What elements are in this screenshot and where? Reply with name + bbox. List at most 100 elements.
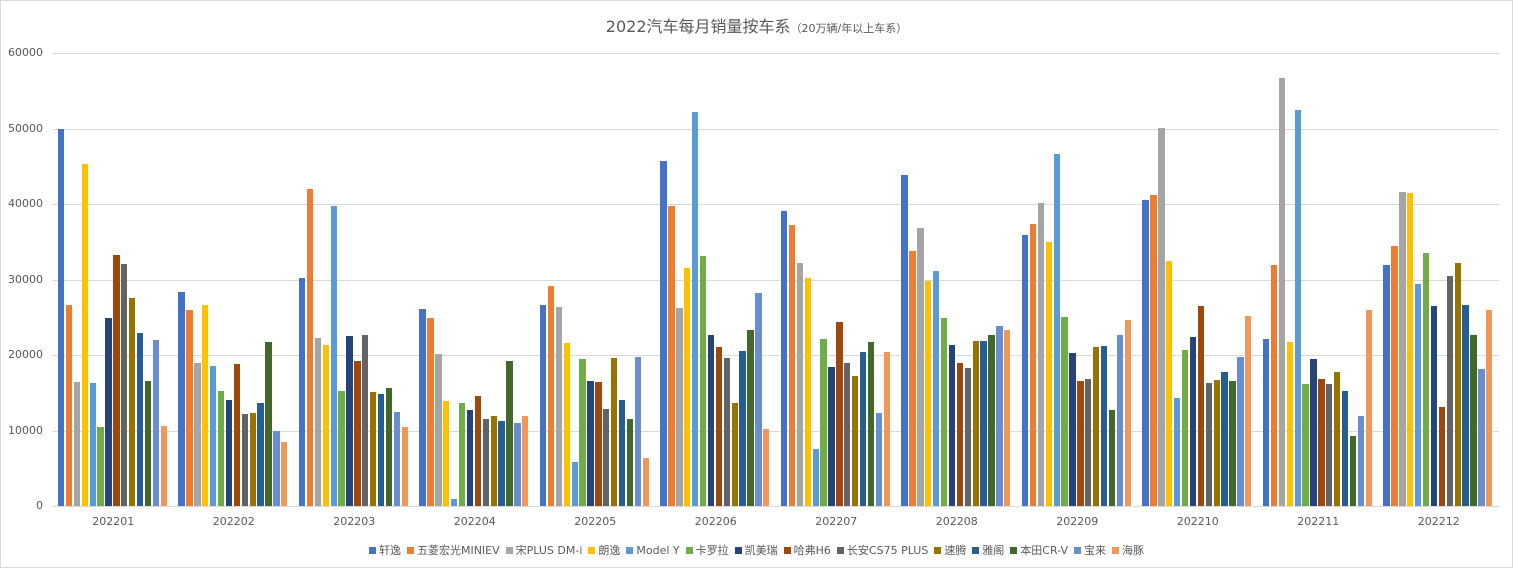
- bar: [385, 388, 393, 506]
- bar: [1245, 315, 1252, 506]
- legend-swatch-icon: [1112, 546, 1120, 554]
- bar: [579, 358, 586, 506]
- bar: [634, 357, 642, 506]
- bar: [217, 390, 225, 506]
- bar: [1142, 200, 1149, 506]
- bar: [1150, 194, 1157, 506]
- legend-swatch-icon: [505, 546, 513, 554]
- bar: [1326, 383, 1333, 506]
- bar: [1158, 127, 1165, 506]
- legend-item: 宝来: [1074, 542, 1106, 558]
- bar: [1286, 342, 1293, 506]
- legend-label: 海豚: [1122, 544, 1145, 557]
- bar: [883, 351, 890, 506]
- bar: [780, 210, 788, 506]
- bar: [257, 402, 264, 506]
- bar: [89, 382, 96, 506]
- bar: [1029, 224, 1037, 506]
- bar: [97, 427, 104, 506]
- bar: [81, 164, 88, 506]
- bar: [707, 335, 715, 506]
- legend-label: 哈弗H6: [793, 544, 831, 557]
- bar: [346, 336, 353, 506]
- bar: [1077, 381, 1084, 506]
- bar: [660, 160, 667, 506]
- chart-subtitle: （20万辆/年以上车系）: [790, 22, 908, 35]
- x-tick-label: 202205: [574, 515, 617, 528]
- bar: [121, 264, 128, 506]
- bar: [113, 255, 120, 506]
- legend-item: 凯美瑞: [734, 542, 778, 558]
- bar: [547, 286, 555, 506]
- gridline: [53, 204, 1499, 205]
- gridline: [53, 506, 1499, 507]
- bar: [1310, 358, 1317, 506]
- legend-label: 速腾: [944, 544, 967, 557]
- bar: [1166, 261, 1173, 506]
- legend-swatch-icon: [734, 546, 742, 554]
- bar: [1422, 253, 1430, 506]
- x-tick-label: 202202: [212, 515, 255, 528]
- bar: [1221, 371, 1228, 506]
- bar: [178, 291, 185, 506]
- bar: [1302, 383, 1309, 506]
- bar: [1478, 369, 1485, 506]
- bar: [812, 449, 819, 506]
- y-tick-label: 40000: [8, 197, 43, 210]
- bar: [611, 358, 618, 506]
- bar: [393, 411, 401, 506]
- bar: [796, 262, 804, 506]
- bar: [1383, 265, 1390, 506]
- x-tick-label: 202208: [935, 515, 978, 528]
- bar: [1108, 410, 1116, 506]
- y-tick-label: 30000: [8, 272, 43, 286]
- legend-swatch-icon: [588, 546, 596, 554]
- bar: [571, 462, 578, 506]
- bar: [281, 441, 288, 506]
- legend-label: 凯美瑞: [744, 544, 778, 557]
- bar: [65, 305, 73, 506]
- bar: [747, 330, 754, 506]
- bar: [1213, 379, 1220, 506]
- bar: [1189, 336, 1197, 506]
- bar: [1334, 371, 1341, 506]
- bar: [642, 458, 649, 506]
- bar: [186, 309, 193, 506]
- bar: [322, 345, 329, 506]
- bar: [210, 366, 217, 506]
- bar: [875, 413, 883, 506]
- bar: [980, 341, 987, 506]
- bar: [668, 206, 675, 506]
- bar: [338, 391, 345, 506]
- bar: [73, 382, 81, 506]
- bar: [1053, 154, 1060, 506]
- bar: [490, 416, 497, 506]
- legend-swatch-icon: [626, 546, 634, 554]
- bar: [715, 347, 723, 506]
- bar: [1270, 265, 1278, 506]
- bar: [940, 318, 948, 506]
- bar: [482, 419, 489, 506]
- legend-swatch-icon: [685, 546, 693, 554]
- bar: [731, 403, 738, 506]
- bar: [626, 419, 634, 506]
- legend-item: 宋PLUS DM-i: [505, 542, 582, 558]
- x-tick-label: 202201: [92, 515, 135, 528]
- x-tick-label: 202209: [1056, 515, 1099, 528]
- bar: [1093, 346, 1100, 506]
- bar: [763, 429, 770, 506]
- bar: [514, 422, 521, 506]
- bar: [788, 225, 796, 506]
- bar: [948, 345, 956, 506]
- bar: [419, 308, 426, 506]
- bar: [249, 413, 256, 506]
- bar: [925, 281, 932, 506]
- bar: [1069, 352, 1076, 506]
- bar: [1124, 319, 1131, 506]
- bar: [739, 351, 746, 506]
- bar: [57, 128, 65, 506]
- bar: [1462, 305, 1469, 506]
- bar: [458, 403, 466, 506]
- bar: [684, 268, 691, 506]
- legend-item: 朗逸: [588, 542, 620, 558]
